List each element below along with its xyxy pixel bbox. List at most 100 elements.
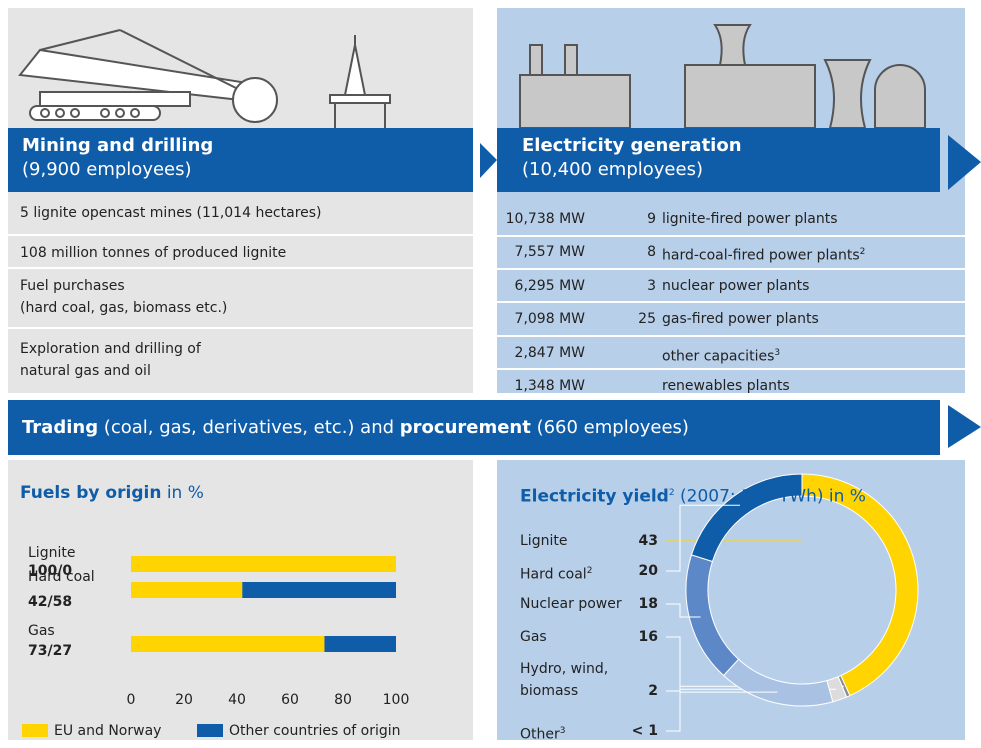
bar bbox=[242, 582, 396, 598]
value-label: 42/58 bbox=[28, 594, 73, 610]
legend-swatch bbox=[22, 724, 48, 737]
plant-type-text: gas-fired power plants bbox=[662, 311, 819, 328]
x-tick-label: 40 bbox=[228, 692, 246, 708]
category-label: Gas bbox=[28, 623, 55, 639]
trading-part: procurement bbox=[399, 417, 531, 438]
category-text: Other bbox=[520, 726, 560, 743]
legend-swatch bbox=[197, 724, 223, 737]
trading-part: (coal, gas, derivatives, etc.) and bbox=[98, 417, 400, 438]
category-label: Hydro, wind, biomass bbox=[520, 658, 625, 702]
plant-count: 25 bbox=[638, 311, 656, 328]
x-tick-label: 20 bbox=[175, 692, 193, 708]
plant-type: nuclear power plants bbox=[662, 275, 809, 297]
note: 2 bbox=[668, 488, 675, 498]
value-label: 16 bbox=[638, 629, 658, 645]
value-label: < 1 bbox=[631, 723, 658, 739]
note: 3 bbox=[559, 726, 566, 736]
list-item: natural gas and oil bbox=[20, 363, 151, 379]
leader-line bbox=[666, 636, 778, 693]
category-label: Lignite bbox=[28, 545, 76, 561]
category-label: Gas bbox=[520, 626, 625, 648]
fuels-panel bbox=[8, 460, 473, 740]
value-label: 18 bbox=[638, 596, 658, 612]
chart-title: Fuels by origin in % bbox=[20, 482, 204, 504]
arrow bbox=[480, 143, 497, 178]
plant-type: gas-fired power plants bbox=[662, 308, 819, 330]
row-dividers bbox=[8, 234, 965, 370]
arrow bbox=[948, 135, 981, 190]
trading-text: Trading (coal, gas, derivatives, etc.) a… bbox=[22, 416, 689, 440]
capacity: 7,557 MW bbox=[514, 244, 585, 261]
category-text: Hydro, wind, biomass bbox=[520, 661, 609, 699]
x-tick-label: 100 bbox=[382, 692, 410, 708]
title: Fuels by origin bbox=[20, 483, 162, 503]
x-tick-label: 0 bbox=[126, 692, 136, 708]
plant-type: lignite-fired power plants bbox=[662, 208, 838, 230]
generation-title: Electricity generation bbox=[522, 135, 742, 156]
category-label: Hard coal bbox=[28, 569, 95, 585]
chart-title: Electricity yield2 (2007: 177 TWh) in % bbox=[520, 482, 866, 508]
category-text: Hard coal bbox=[520, 566, 587, 583]
trading-part: (660 employees) bbox=[530, 417, 689, 438]
trading-part: Trading bbox=[22, 417, 99, 438]
category-label: Hard coal2 bbox=[520, 560, 625, 586]
generation-employees: (10,400 employees) bbox=[522, 159, 703, 180]
category-label: Nuclear power bbox=[520, 593, 625, 615]
bar bbox=[131, 582, 243, 598]
mining-header bbox=[8, 128, 473, 192]
list-item: (hard coal, gas, biomass etc.) bbox=[20, 300, 228, 316]
plant-count: 9 bbox=[647, 211, 656, 227]
plant-type-text: hard-coal-fired power plants bbox=[662, 248, 860, 265]
capacity: 10,738 MW bbox=[505, 211, 585, 227]
x-tick-label: 60 bbox=[281, 692, 299, 708]
plant-type-text: nuclear power plants bbox=[662, 277, 810, 294]
plant-type: other capacities3 bbox=[662, 342, 780, 368]
category-label: Other3 bbox=[520, 720, 625, 746]
leader-line bbox=[666, 603, 701, 618]
list-item: 5 lignite opencast mines (11,014 hectare… bbox=[20, 205, 322, 221]
arrow bbox=[948, 405, 981, 448]
value-label: 73/27 bbox=[28, 643, 73, 659]
power-plant-icons bbox=[519, 24, 926, 129]
capacity: 6,295 MW bbox=[514, 277, 585, 294]
note: 2 bbox=[586, 566, 593, 576]
capacity: 2,847 MW bbox=[514, 344, 585, 361]
oil-rig-icon bbox=[329, 35, 391, 128]
bar bbox=[324, 636, 396, 652]
legend-label: EU and Norway bbox=[54, 723, 162, 739]
note: 2 bbox=[859, 247, 866, 258]
mining-employees: (9,900 employees) bbox=[22, 159, 192, 180]
mining-title: Mining and drilling bbox=[22, 135, 214, 156]
plant-type: renewables plants bbox=[662, 375, 790, 397]
trading-band bbox=[8, 400, 940, 455]
leader-line bbox=[666, 504, 741, 572]
category-label: Lignite bbox=[520, 530, 625, 552]
value-label: 43 bbox=[638, 533, 658, 549]
capacity: 7,098 MW bbox=[514, 311, 585, 328]
category-text: Lignite bbox=[520, 533, 568, 549]
title: Electricity yield bbox=[520, 486, 669, 507]
category-text: Gas bbox=[520, 629, 547, 645]
plant-type-text: renewables plants bbox=[662, 378, 790, 394]
generation-header bbox=[497, 128, 940, 192]
x-tick-label: 80 bbox=[334, 692, 352, 708]
value-label: 2 bbox=[648, 683, 658, 699]
bar bbox=[131, 556, 396, 572]
plant-type: hard-coal-fired power plants2 bbox=[662, 241, 865, 267]
capacity: 1,348 MW bbox=[514, 378, 585, 394]
plant-type-text: lignite-fired power plants bbox=[662, 211, 838, 227]
value-label: 100/0 bbox=[28, 563, 73, 579]
list-item: Exploration and drilling of bbox=[20, 341, 201, 357]
excavator-icon bbox=[18, 29, 278, 123]
list-item: 108 million tonnes of produced lignite bbox=[20, 245, 287, 261]
category-text: Nuclear power bbox=[520, 596, 622, 612]
donut-segment bbox=[690, 473, 803, 563]
note: 3 bbox=[774, 347, 781, 358]
list-item: Fuel purchases bbox=[20, 278, 125, 294]
value-label: 20 bbox=[638, 563, 658, 579]
plant-type-text: other capacities bbox=[662, 348, 775, 365]
unit: in % bbox=[166, 483, 204, 503]
plant-count: 3 bbox=[647, 277, 656, 294]
